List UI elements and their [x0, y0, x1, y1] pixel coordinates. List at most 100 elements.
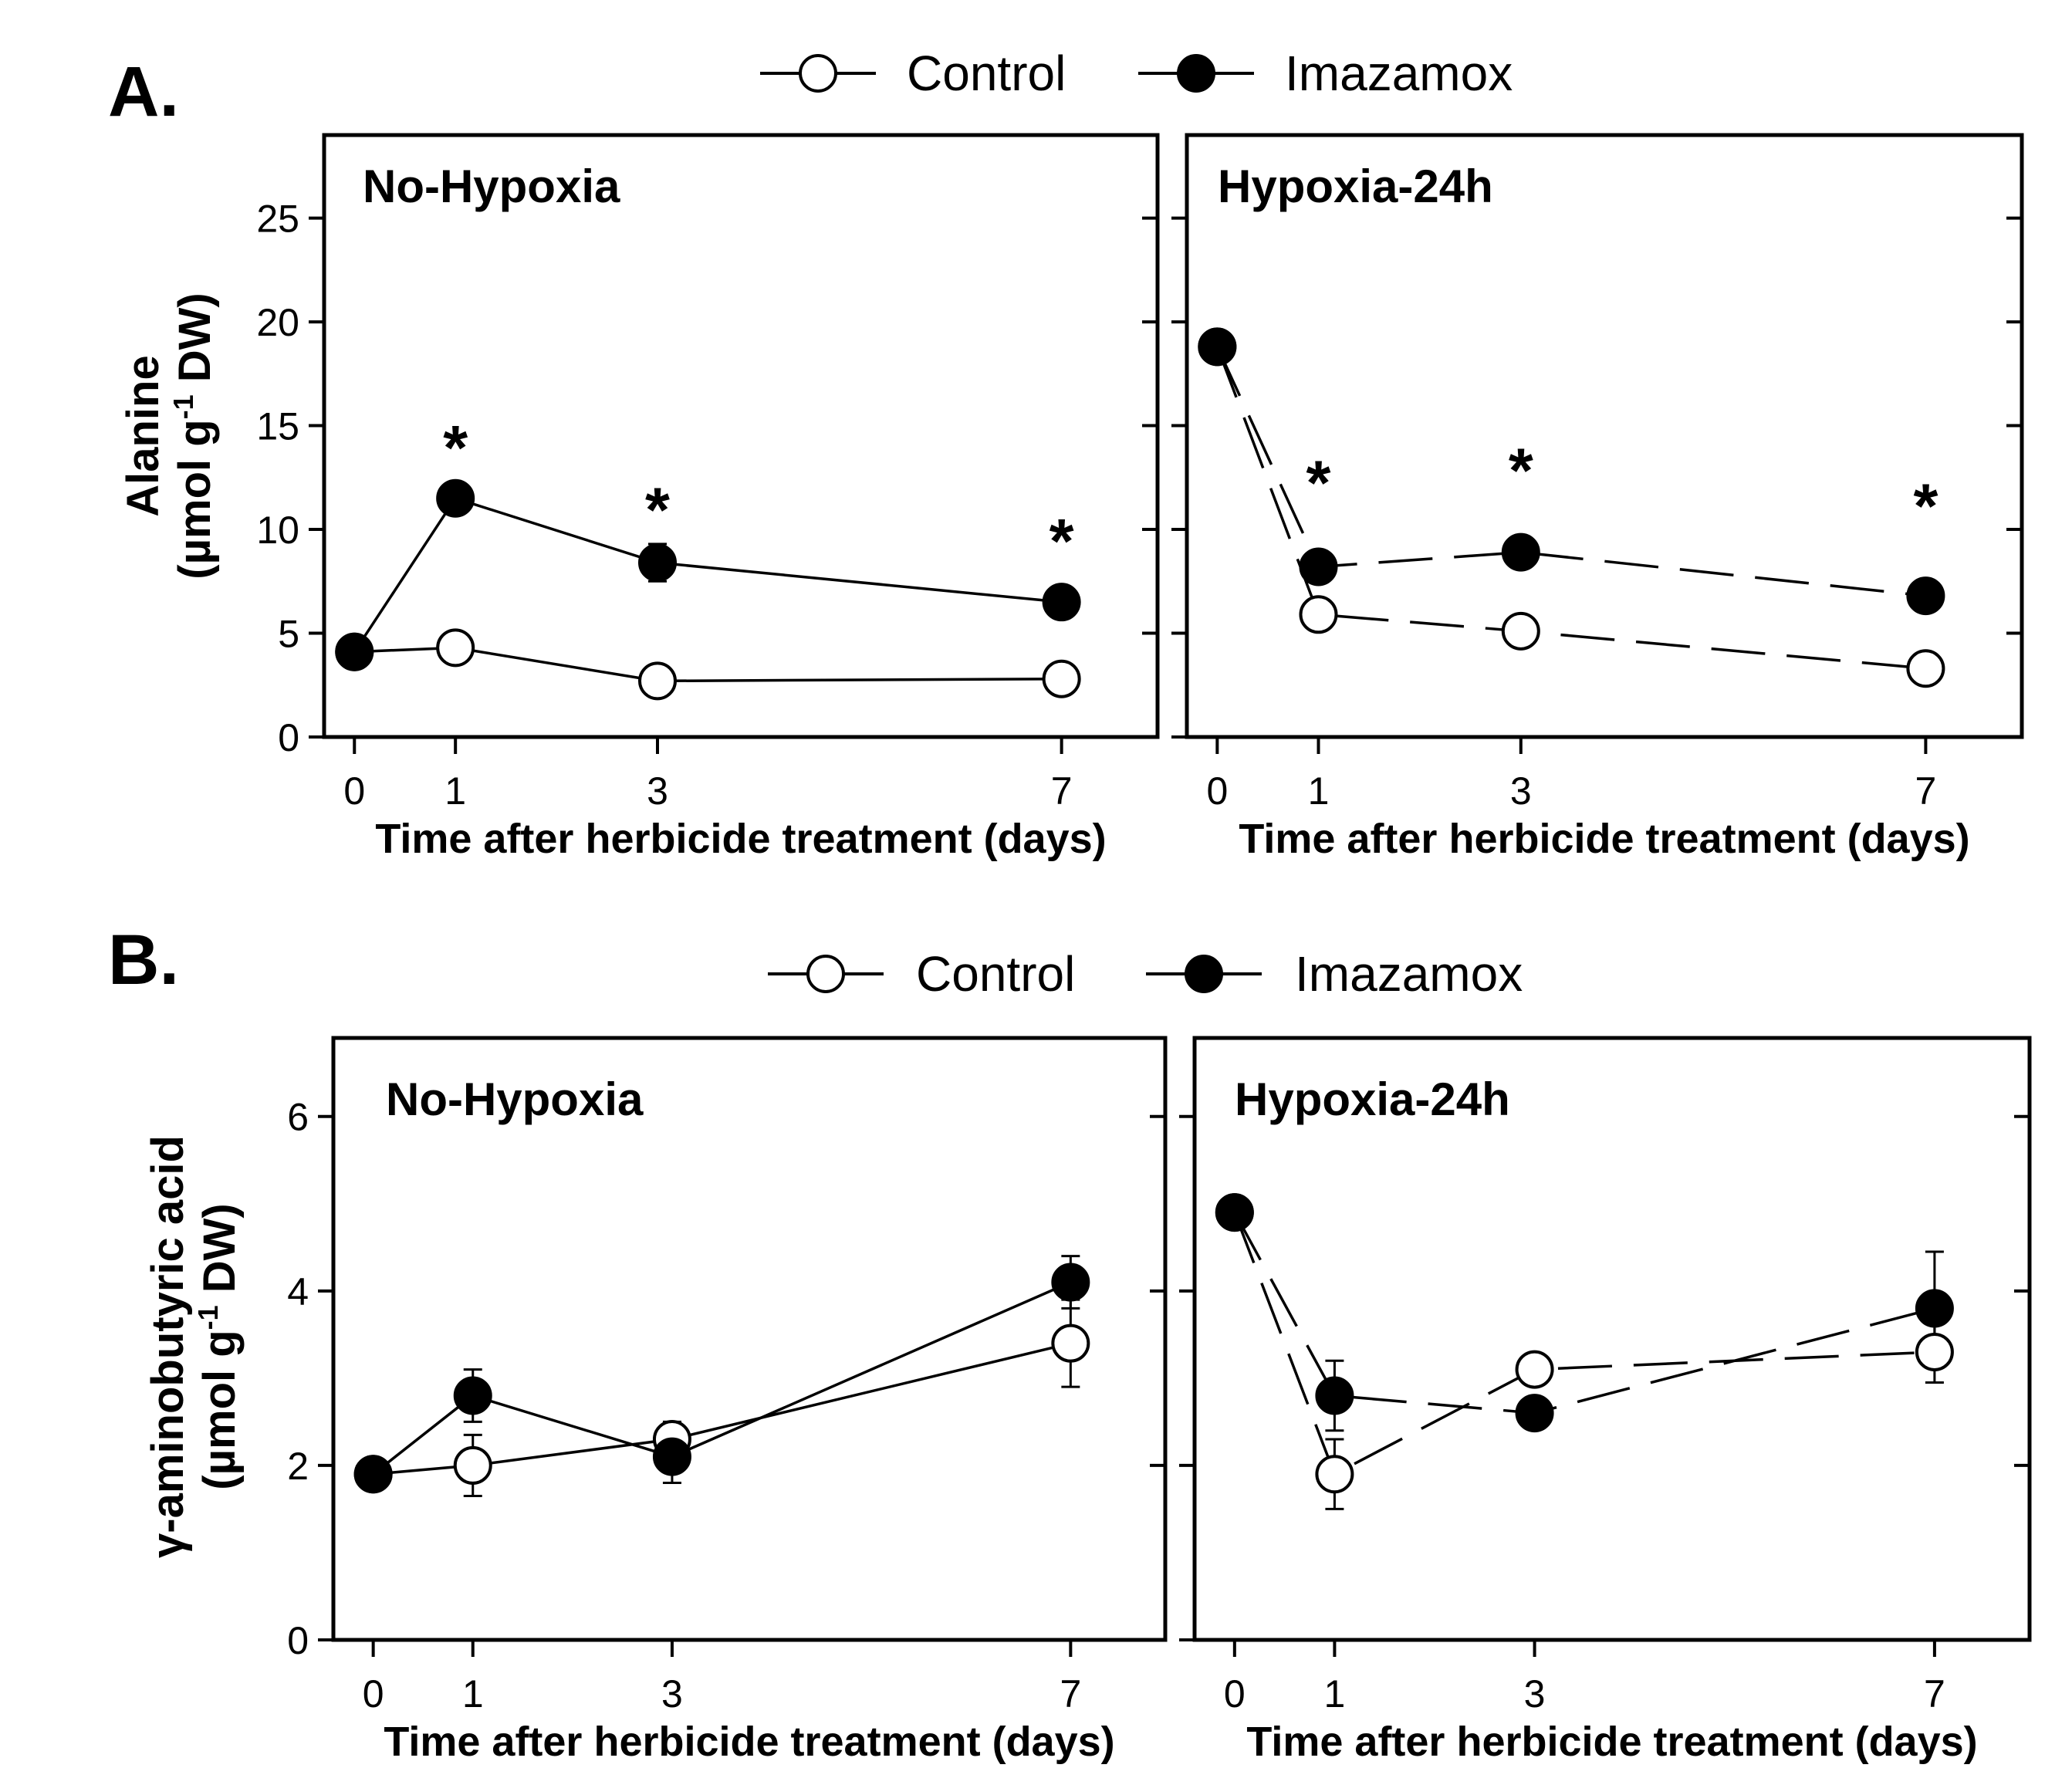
data-point-imazamox — [436, 478, 475, 518]
x-tick-label: 0 — [1206, 769, 1228, 813]
data-point-control — [1299, 595, 1338, 634]
x-tick-label: 7 — [1924, 1672, 1945, 1716]
panel-title: Hypoxia-24h — [1218, 161, 1493, 212]
data-point-imazamox — [1501, 532, 1540, 572]
y-tick-label: 20 — [256, 301, 299, 344]
data-point-control — [1906, 649, 1945, 688]
series-line-control — [1233, 1212, 1935, 1476]
x-tick-label: 1 — [1308, 769, 1330, 813]
data-point-imazamox — [335, 632, 374, 671]
data-point-control — [436, 628, 475, 668]
series-line-control — [354, 646, 1062, 683]
data-point-imazamox — [1299, 547, 1338, 587]
data-point-imazamox — [1515, 1394, 1554, 1433]
data-point-control — [1051, 1323, 1090, 1363]
data-point-imazamox — [1042, 583, 1081, 622]
y-axis-label-b-line2: (µmol g-1 DW) — [192, 1203, 245, 1489]
x-tick-label: 1 — [444, 769, 466, 813]
data-point-imazamox — [1051, 1263, 1090, 1302]
series-line-imazamox — [372, 1280, 1072, 1476]
data-point-control — [638, 661, 677, 701]
plot-frame — [331, 1036, 1168, 1642]
x-axis-label: Time after herbicide treatment (days) — [375, 816, 1106, 862]
legend-a: Control Imazamox — [760, 46, 1513, 101]
x-axis-label: Time after herbicide treatment (days) — [1246, 1719, 1977, 1765]
legend-b-control-label: Control — [916, 946, 1075, 1002]
data-point-control — [1515, 1350, 1554, 1389]
legend-a-control-label: Control — [907, 46, 1066, 101]
series-line-imazamox — [1233, 1212, 1935, 1415]
data-point-control — [1915, 1332, 1954, 1371]
series-line-imazamox — [353, 496, 1062, 653]
data-point-imazamox — [1315, 1376, 1354, 1415]
data-point-control — [1315, 1455, 1354, 1494]
y-axis-label-b-line1: γ-aminobutyric acid — [143, 1135, 193, 1558]
data-point-control — [1042, 659, 1081, 698]
data-point-imazamox — [1906, 576, 1945, 616]
data-point-control — [1501, 611, 1540, 651]
panel-letter-a: A. — [108, 52, 179, 131]
y-tick-label: 4 — [287, 1270, 309, 1313]
legend-a-imazamox-label: Imazamox — [1285, 46, 1513, 101]
significance-star: * — [1306, 448, 1331, 519]
panel-title: Hypoxia-24h — [1235, 1073, 1510, 1125]
y-tick-label: 15 — [256, 405, 299, 448]
x-tick-label: 0 — [343, 769, 365, 813]
legend-b-imazamox-marker — [1185, 955, 1223, 993]
plot-frame — [322, 133, 1160, 739]
x-tick-label: 3 — [647, 769, 668, 813]
panel-title: No-Hypoxia — [386, 1073, 644, 1125]
x-tick-label: 1 — [462, 1672, 484, 1716]
data-point-imazamox — [1915, 1289, 1954, 1328]
series-line-imazamox — [1215, 346, 1926, 597]
x-tick-label: 0 — [363, 1672, 384, 1716]
panel-title: No-Hypoxia — [363, 161, 620, 212]
y-tick-label: 5 — [278, 613, 299, 656]
x-tick-label: 0 — [1224, 1672, 1246, 1716]
significance-star: * — [443, 413, 468, 483]
y-tick-label: 0 — [287, 1619, 309, 1662]
x-axis-label: Time after herbicide treatment (days) — [1239, 816, 1969, 862]
y-axis-label-b-unit: (µmol g — [194, 1330, 245, 1489]
x-tick-label: 7 — [1060, 1672, 1081, 1716]
significance-star: * — [645, 475, 670, 546]
y-axis-label-a-unit: (µmol g — [170, 419, 220, 579]
legend-b: Control Imazamox — [768, 946, 1523, 1002]
data-point-imazamox — [1198, 327, 1237, 367]
y-tick-label: 2 — [287, 1445, 309, 1488]
x-tick-label: 7 — [1915, 769, 1936, 813]
y-tick-label: 6 — [287, 1096, 309, 1139]
y-axis-label-a-unit-end: DW) — [170, 292, 220, 394]
series-line-control — [373, 1341, 1071, 1476]
significance-star: * — [1913, 472, 1938, 542]
y-tick-label: 25 — [256, 198, 299, 241]
y-axis-label-b-superscript: -1 — [192, 1305, 224, 1330]
y-tick-label: 0 — [278, 716, 299, 759]
y-axis-label-a-line1: Alanine — [118, 355, 168, 517]
plot-frame — [1192, 1036, 2032, 1642]
data-point-imazamox — [453, 1376, 492, 1415]
data-point-imazamox — [638, 543, 677, 583]
significance-star: * — [1509, 436, 1533, 506]
x-tick-label: 3 — [661, 1672, 683, 1716]
panel-letter-b: B. — [108, 921, 179, 999]
y-tick-label: 10 — [256, 509, 299, 552]
legend-a-control-marker — [799, 54, 837, 93]
legend-b-imazamox-label: Imazamox — [1295, 946, 1523, 1002]
series-line-control — [1215, 346, 1926, 670]
x-axis-label: Time after herbicide treatment (days) — [384, 1719, 1114, 1765]
y-axis-label-b-unit-end: DW) — [194, 1203, 245, 1305]
x-tick-label: 7 — [1051, 769, 1073, 813]
x-tick-label: 3 — [1524, 1672, 1546, 1716]
legend-a-imazamox-marker — [1177, 54, 1215, 93]
x-tick-label: 1 — [1324, 1672, 1346, 1716]
x-tick-label: 3 — [1510, 769, 1532, 813]
y-axis-label-a-superscript: -1 — [167, 394, 199, 419]
data-point-imazamox — [353, 1455, 393, 1494]
legend-b-control-marker — [806, 955, 845, 993]
data-point-imazamox — [1215, 1193, 1254, 1232]
